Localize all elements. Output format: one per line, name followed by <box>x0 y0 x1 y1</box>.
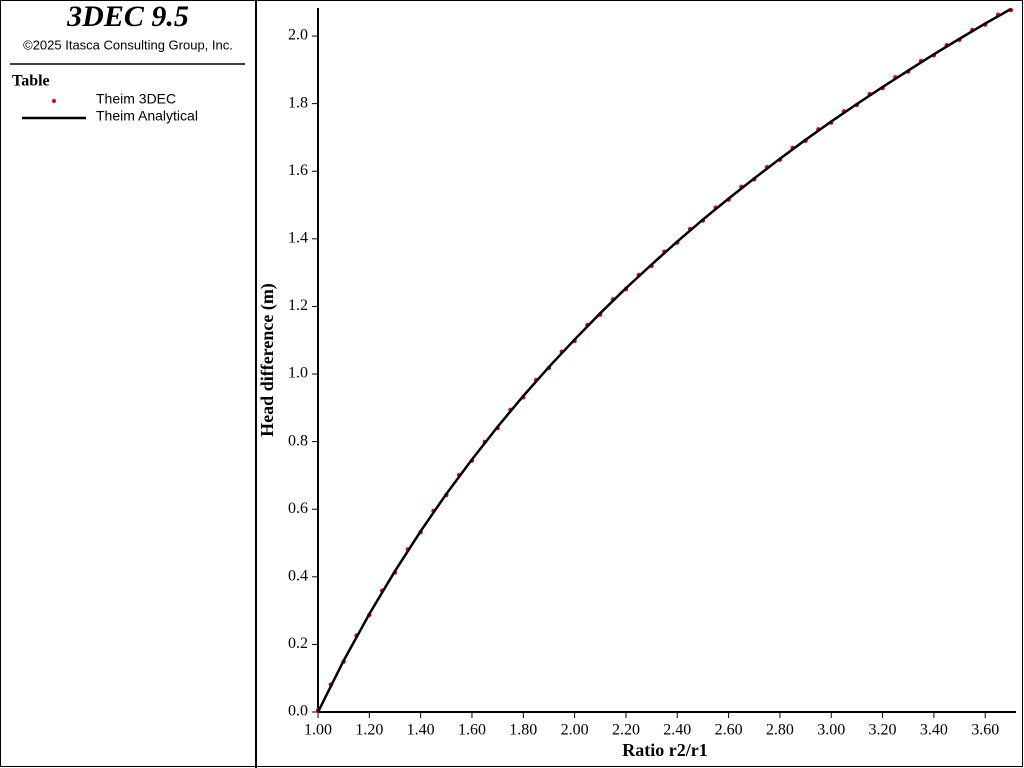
legend-label: Theim Analytical <box>96 108 198 124</box>
x-tick-label: 2.00 <box>561 722 589 739</box>
x-tick-label: 3.60 <box>971 722 999 739</box>
legend-label: Theim 3DEC <box>96 91 176 107</box>
y-tick-label: 0.0 <box>288 703 308 720</box>
x-tick-label: 1.20 <box>355 722 383 739</box>
y-tick-label: 2.0 <box>288 27 308 44</box>
x-tick-label: 1.40 <box>407 722 435 739</box>
x-tick-label: 3.20 <box>869 722 897 739</box>
y-tick-label: 0.2 <box>288 635 308 652</box>
x-tick-label: 3.00 <box>817 722 845 739</box>
x-axis-label: Ratio r2/r1 <box>622 740 707 760</box>
x-tick-label: 1.60 <box>458 722 486 739</box>
x-tick-label: 2.80 <box>766 722 794 739</box>
app-title: 3DEC 9.5 <box>66 0 189 33</box>
y-tick-label: 1.2 <box>288 297 308 314</box>
y-axis-label: Head difference (m) <box>257 283 278 437</box>
x-tick-label: 2.60 <box>715 722 743 739</box>
y-tick-label: 1.4 <box>288 230 308 247</box>
x-tick-label: 2.40 <box>663 722 691 739</box>
legend-title: Table <box>12 73 50 90</box>
x-tick-label: 1.80 <box>509 722 537 739</box>
copyright: ©2025 Itasca Consulting Group, Inc. <box>23 37 233 52</box>
x-tick-label: 3.40 <box>920 722 948 739</box>
data-line <box>316 7 1012 713</box>
x-tick-label: 2.20 <box>612 722 640 739</box>
y-tick-label: 0.6 <box>288 500 308 517</box>
y-tick-label: 1.0 <box>288 365 308 382</box>
legend-marker <box>52 99 56 103</box>
y-tick-label: 0.4 <box>288 567 308 584</box>
y-tick-label: 0.8 <box>288 432 308 449</box>
x-tick-label: 1.00 <box>304 722 332 739</box>
y-tick-label: 1.8 <box>288 94 308 111</box>
y-tick-label: 1.6 <box>288 162 308 179</box>
